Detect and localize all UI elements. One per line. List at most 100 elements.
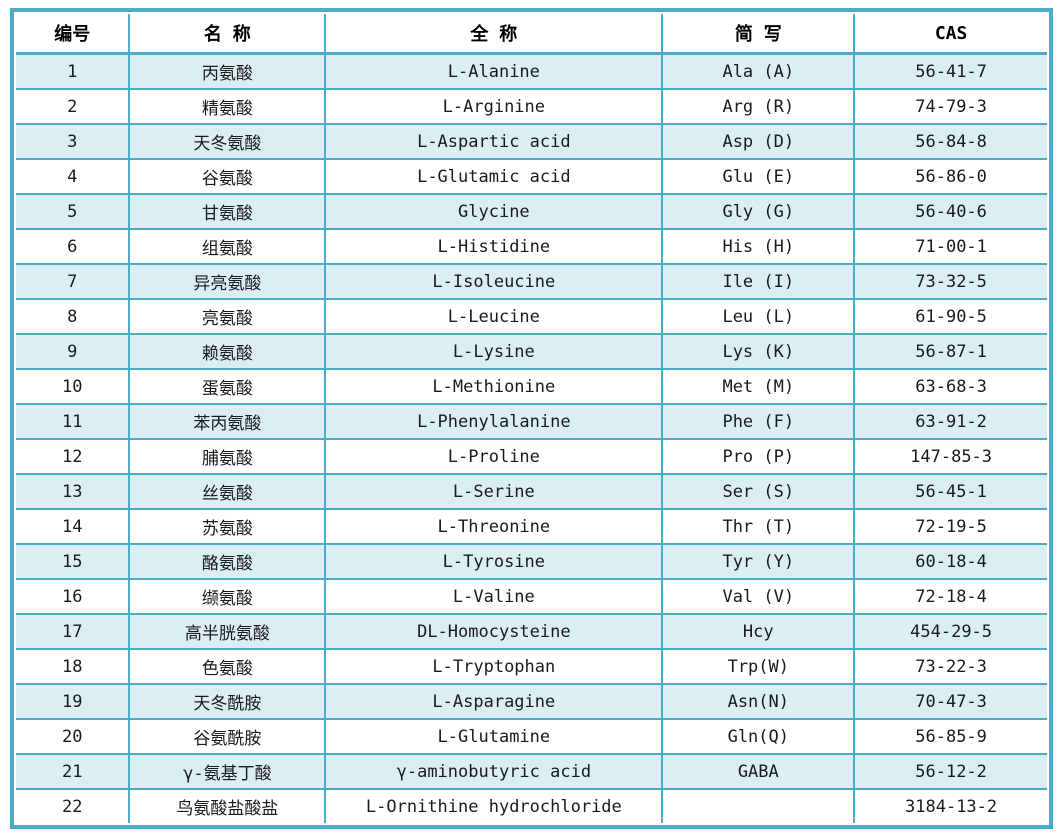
cell-full-name: L-Arginine	[324, 88, 664, 126]
cell-full-name: L-Isoleucine	[324, 263, 664, 301]
cell-name: 酪氨酸	[128, 543, 327, 581]
cell-abbreviation: Ile (I)	[661, 263, 856, 301]
cell-cas: 63-68-3	[853, 368, 1048, 406]
cell-full-name: L-Threonine	[324, 508, 664, 546]
cell-name: 高半胱氨酸	[128, 613, 327, 651]
cell-cas: 61-90-5	[853, 298, 1048, 336]
table-row: 6 组氨酸 L-Histidine His (H) 71-00-1	[14, 228, 1048, 266]
cell-number: 6	[14, 228, 131, 266]
table-row: 5 甘氨酸 Glycine Gly (G) 56-40-6	[14, 193, 1048, 231]
cell-cas: 56-12-2	[853, 753, 1048, 791]
table-header: 编号 名 称 全 称 简 写 CAS	[14, 13, 1048, 55]
cell-name: 谷氨酸	[128, 158, 327, 196]
cell-name: 天冬酰胺	[128, 683, 327, 721]
table-row: 18 色氨酸 L-Tryptophan Trp(W) 73-22-3	[14, 648, 1048, 686]
table-row: 15 酪氨酸 L-Tyrosine Tyr (Y) 60-18-4	[14, 543, 1048, 581]
cell-cas: 60-18-4	[853, 543, 1048, 581]
table-row: 17 高半胱氨酸 DL-Homocysteine Hcy 454-29-5	[14, 613, 1048, 651]
table-frame: 编号 名 称 全 称 简 写 CAS 1 丙氨酸 L-Alanine Ala (A) 5…	[10, 8, 1053, 829]
table-row: 1 丙氨酸 L-Alanine Ala (A) 56-41-7	[14, 52, 1048, 91]
cell-abbreviation: GABA	[661, 753, 856, 791]
cell-name: 苏氨酸	[128, 508, 327, 546]
cell-number: 21	[14, 753, 131, 791]
cell-cas: 56-85-9	[853, 718, 1048, 756]
cell-number: 7	[14, 263, 131, 301]
cell-number: 16	[14, 578, 131, 616]
cell-full-name: L-Valine	[324, 578, 664, 616]
cell-abbreviation: Pro (P)	[661, 438, 856, 476]
table-row: 8 亮氨酸 L-Leucine Leu (L) 61-90-5	[14, 298, 1048, 336]
cell-name: 亮氨酸	[128, 298, 327, 336]
cell-full-name: Glycine	[324, 193, 664, 231]
table-row: 4 谷氨酸 L-Glutamic acid Glu (E) 56-86-0	[14, 158, 1048, 196]
table-row: 2 精氨酸 L-Arginine Arg (R) 74-79-3	[14, 88, 1048, 126]
cell-full-name: L-Glutamine	[324, 718, 664, 756]
cell-number: 14	[14, 508, 131, 546]
cell-number: 1	[14, 52, 131, 91]
cell-name: 蛋氨酸	[128, 368, 327, 406]
cell-abbreviation: Asn(N)	[661, 683, 856, 721]
cell-full-name: L-Phenylalanine	[324, 403, 664, 441]
header-cell-full-name: 全 称	[324, 13, 664, 55]
cell-number: 12	[14, 438, 131, 476]
cell-abbreviation: Arg (R)	[661, 88, 856, 126]
cell-number: 15	[14, 543, 131, 581]
cell-cas: 72-18-4	[853, 578, 1048, 616]
cell-number: 17	[14, 613, 131, 651]
cell-cas: 71-00-1	[853, 228, 1048, 266]
cell-cas: 63-91-2	[853, 403, 1048, 441]
cell-name: γ-氨基丁酸	[128, 753, 327, 791]
cell-full-name: L-Lysine	[324, 333, 664, 371]
cell-abbreviation: Trp(W)	[661, 648, 856, 686]
cell-number: 19	[14, 683, 131, 721]
cell-abbreviation: His (H)	[661, 228, 856, 266]
cell-full-name: L-Leucine	[324, 298, 664, 336]
cell-abbreviation: Met (M)	[661, 368, 856, 406]
cell-full-name: L-Alanine	[324, 52, 664, 91]
table-row: 11 苯丙氨酸 L-Phenylalanine Phe (F) 63-91-2	[14, 403, 1048, 441]
cell-cas: 73-32-5	[853, 263, 1048, 301]
cell-cas: 73-22-3	[853, 648, 1048, 686]
cell-number: 8	[14, 298, 131, 336]
table-row: 19 天冬酰胺 L-Asparagine Asn(N) 70-47-3	[14, 683, 1048, 721]
cell-full-name: L-Tryptophan	[324, 648, 664, 686]
cell-number: 2	[14, 88, 131, 126]
cell-name: 异亮氨酸	[128, 263, 327, 301]
cell-cas: 56-86-0	[853, 158, 1048, 196]
cell-abbreviation: Leu (L)	[661, 298, 856, 336]
cell-number: 20	[14, 718, 131, 756]
cell-name: 脯氨酸	[128, 438, 327, 476]
cell-abbreviation: Asp (D)	[661, 123, 856, 161]
cell-full-name: L-Ornithine hydrochloride	[324, 788, 664, 824]
cell-name: 苯丙氨酸	[128, 403, 327, 441]
table-row: 10 蛋氨酸 L-Methionine Met (M) 63-68-3	[14, 368, 1048, 406]
table-row: 16 缬氨酸 L-Valine Val (V) 72-18-4	[14, 578, 1048, 616]
cell-abbreviation: Thr (T)	[661, 508, 856, 546]
cell-name: 赖氨酸	[128, 333, 327, 371]
cell-name: 色氨酸	[128, 648, 327, 686]
cell-name: 丙氨酸	[128, 52, 327, 91]
cell-cas: 147-85-3	[853, 438, 1048, 476]
cell-abbreviation: Hcy	[661, 613, 856, 651]
table-row: 22 鸟氨酸盐酸盐 L-Ornithine hydrochloride 3184-13…	[14, 788, 1048, 824]
cell-number: 10	[14, 368, 131, 406]
cell-full-name: L-Glutamic acid	[324, 158, 664, 196]
cell-number: 9	[14, 333, 131, 371]
table-row: 21 γ-氨基丁酸 γ-aminobutyric acid GABA 56-12-2	[14, 753, 1048, 791]
table-row: 9 赖氨酸 L-Lysine Lys (K) 56-87-1	[14, 333, 1048, 371]
cell-abbreviation: Glu (E)	[661, 158, 856, 196]
cell-name: 缬氨酸	[128, 578, 327, 616]
cell-name: 组氨酸	[128, 228, 327, 266]
cell-cas: 56-84-8	[853, 123, 1048, 161]
cell-cas: 454-29-5	[853, 613, 1048, 651]
cell-number: 11	[14, 403, 131, 441]
header-cell-number: 编号	[14, 13, 131, 55]
cell-full-name: L-Aspartic acid	[324, 123, 664, 161]
cell-number: 13	[14, 473, 131, 511]
table-row: 13 丝氨酸 L-Serine Ser (S) 56-45-1	[14, 473, 1048, 511]
cell-name: 精氨酸	[128, 88, 327, 126]
cell-abbreviation: Ser (S)	[661, 473, 856, 511]
cell-cas: 74-79-3	[853, 88, 1048, 126]
cell-cas: 70-47-3	[853, 683, 1048, 721]
